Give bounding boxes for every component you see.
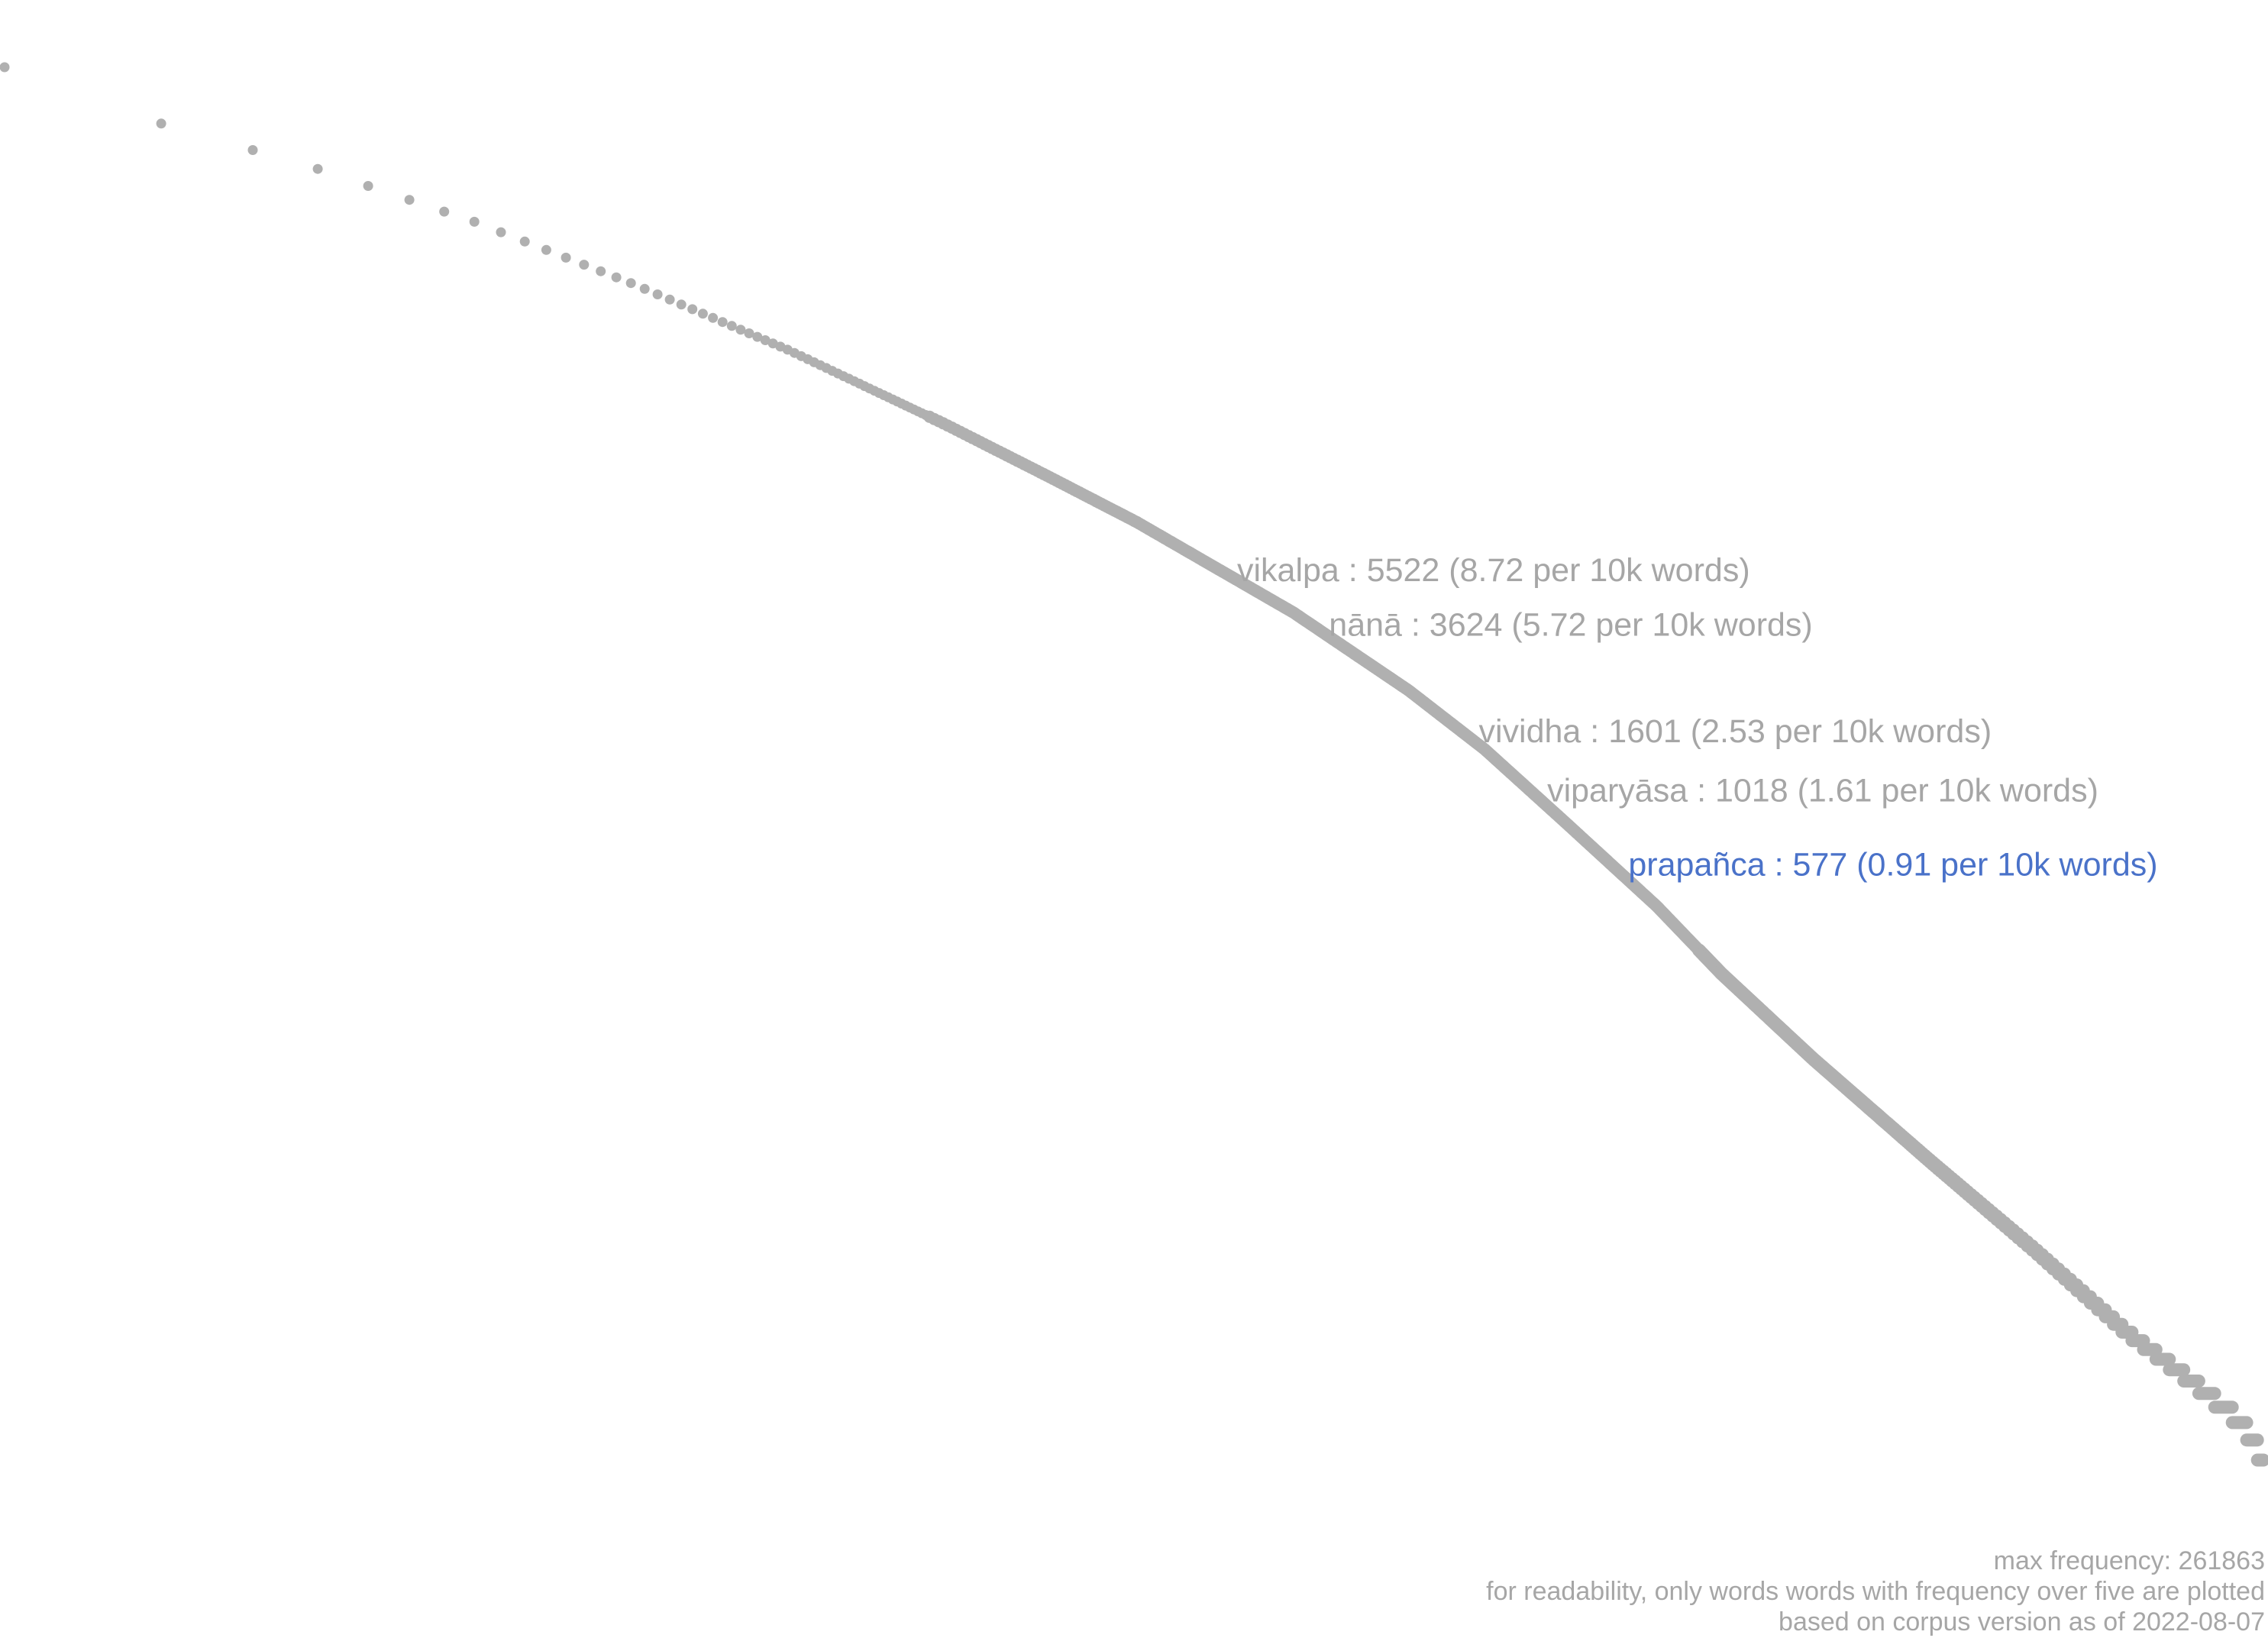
data-point [312,163,323,174]
data-point [664,294,675,305]
annotation-label: viparyāsa : 1018 (1.61 per 10k words) [1547,773,2098,809]
data-point [687,304,698,315]
data-point [247,145,258,155]
data-point [519,236,530,247]
annotation-label-highlight: prapañca : 577 (0.91 per 10k words) [1628,847,2157,884]
data-point [561,252,571,263]
data-point [496,227,506,237]
data-point [541,244,551,255]
data-point [735,325,746,335]
footnote-readability: for readability, only words words with f… [1486,1577,2265,1606]
annotation-label: nānā : 3624 (5.72 per 10k words) [1329,607,1812,644]
footnotes: max frequency: 261863 for readability, o… [1486,1546,2265,1636]
annotation-label: vikalpa : 5522 (8.72 per 10k words) [1237,552,1750,589]
data-points [0,62,2268,1467]
data-point [404,195,415,205]
data-point [676,299,687,310]
data-point [439,206,450,217]
data-point [156,118,166,129]
data-point [639,283,650,294]
data-point [697,309,708,319]
data-point [611,272,622,283]
footnote-max-frequency: max frequency: 261863 [1994,1546,2265,1575]
footnote-corpus-version: based on corpus version as of 2022-08-07 [1779,1607,2265,1636]
data-point [760,335,771,345]
data-point [744,328,754,338]
data-point [596,266,606,276]
annotation-label: vividha : 1601 (2.53 per 10k words) [1479,713,1992,750]
data-point [469,216,480,227]
data-point [625,278,636,289]
data-point [726,321,737,331]
data-point [363,181,373,191]
data-point [767,338,778,349]
data-point [652,289,663,299]
data-point [579,260,590,270]
data-point [752,331,763,342]
data-point [717,317,728,328]
annotation-labels: vikalpa : 5522 (8.72 per 10k words) nānā … [1237,552,2158,884]
data-point [0,62,10,73]
data-point [708,312,719,323]
